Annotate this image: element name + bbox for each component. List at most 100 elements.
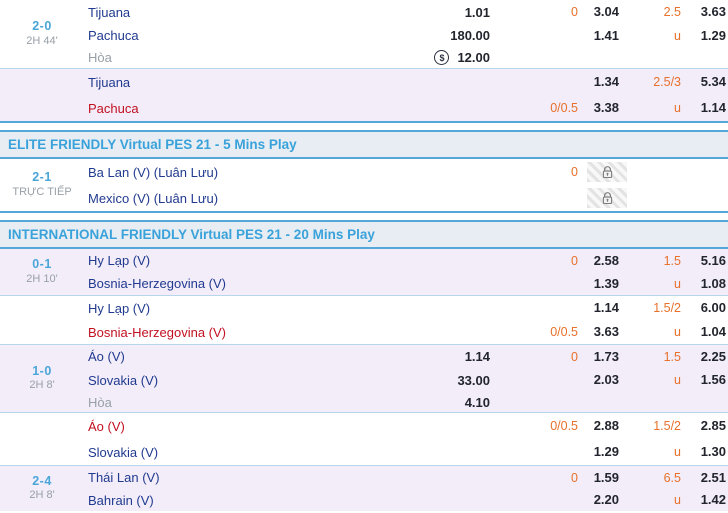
league-header[interactable]: ELITE FRIENDLY Virtual PES 21 - 5 Mins P…	[0, 130, 728, 159]
odds-1x2[interactable]: $12.00	[400, 50, 490, 65]
total-odds[interactable]: 1.14	[681, 99, 726, 117]
handicap-odds-value: 1.59	[593, 469, 619, 485]
total-odds-value: 3.63	[700, 4, 726, 19]
odds-1x2-value: 180.00	[450, 28, 490, 43]
total-line: u	[674, 373, 681, 387]
handicap-odds[interactable]: 2.03	[578, 371, 619, 389]
handicap-odds[interactable]: 1.39	[578, 275, 619, 293]
total-line: 1.5/2	[653, 301, 681, 315]
odds-row: Áo (V) 0/0.5 2.88 1.5/2 2.85	[0, 413, 728, 439]
total-odds[interactable]: 6.00	[681, 299, 726, 317]
handicap-odds-value: 1.29	[593, 444, 619, 459]
handicap-odds[interactable]: 1.59	[578, 469, 619, 487]
handicap-odds[interactable]: 2.88	[578, 417, 619, 435]
team-name: Pachuca	[88, 28, 139, 43]
match-block: Áo (V) 0/0.5 2.88 1.5/2 2.85 Slovakia (V) 1.29…	[0, 413, 728, 466]
handicap-odds-value: 3.38	[593, 100, 619, 115]
odds-1x2-value: 12.00	[457, 50, 490, 65]
odds-1x2[interactable]: 4.10	[400, 395, 490, 410]
odds-row: Hy Lạp (V) 1.14 1.5/2 6.00	[0, 296, 728, 320]
odds-row: Hòa $12.00	[0, 47, 728, 68]
handicap-line: 0	[571, 349, 578, 364]
handicap-odds-value: 2.88	[593, 418, 619, 433]
odds-1x2[interactable]: 1.14	[400, 349, 490, 364]
total-odds-value: 2.51	[700, 469, 726, 485]
odds-row: Pachuca 0/0.5 3.38 u 1.14	[0, 95, 728, 121]
team-name: Slovakia (V)	[88, 372, 159, 388]
team-name: Bosnia-Herzegovina (V)	[88, 324, 227, 340]
handicap-odds-value: 2.58	[593, 252, 619, 268]
odds-row: Bosnia-Herzegovina (V) 0/0.5 3.63 u 1.04	[0, 320, 728, 344]
handicap-odds[interactable]: 1.73	[578, 348, 619, 366]
handicap-line: 0/0.5	[550, 419, 578, 433]
handicap-odds[interactable]: 2.58	[578, 252, 619, 270]
total-odds[interactable]: 1.29	[681, 27, 726, 45]
locked-odds	[578, 188, 627, 208]
handicap-line: 0/0.5	[550, 325, 578, 339]
total-odds[interactable]: 3.63	[681, 3, 726, 21]
odds-1x2[interactable]: 33.00	[400, 373, 490, 388]
handicap-odds-value: 2.03	[593, 372, 619, 387]
total-odds[interactable]: 5.34	[681, 73, 726, 91]
total-odds-value: 1.30	[700, 444, 726, 459]
total-odds[interactable]: 1.08	[681, 275, 726, 293]
odds-row: Bahrain (V) 2.20 u 1.42	[0, 489, 728, 511]
total-odds[interactable]: 2.85	[681, 417, 726, 435]
total-odds[interactable]: 1.04	[681, 323, 726, 341]
odds-1x2-value: 1.01	[464, 4, 490, 20]
odds-1x2-value: 1.14	[464, 349, 490, 364]
locked-odds	[578, 162, 627, 182]
handicap-odds[interactable]: 1.14	[578, 299, 619, 317]
handicap-odds[interactable]: 1.41	[578, 27, 619, 45]
handicap-odds-value: 1.39	[593, 275, 619, 291]
handicap-line: 0/0.5	[550, 101, 578, 115]
odds-1x2[interactable]: 180.00	[400, 28, 490, 43]
odds-row: Bosnia-Herzegovina (V) 1.39 u 1.08	[0, 272, 728, 295]
total-line: 1.5/2	[653, 419, 681, 433]
handicap-odds[interactable]: 3.04	[578, 3, 619, 21]
league-header[interactable]: INTERNATIONAL FRIENDLY Virtual PES 21 - …	[0, 220, 728, 249]
handicap-odds[interactable]: 1.34	[578, 73, 619, 91]
match-block: Tijuana 1.01 0 3.04 2.5 3.63 Pachuca 180.00 1.41…	[0, 0, 728, 69]
handicap-odds[interactable]: 3.38	[578, 99, 619, 117]
total-odds[interactable]: 1.42	[681, 491, 726, 509]
lock-icon	[587, 188, 627, 208]
total-odds[interactable]: 2.51	[681, 469, 726, 487]
odds-row: Tijuana 1.01 0 3.04 2.5 3.63	[0, 0, 728, 24]
total-line: u	[674, 445, 681, 459]
handicap-odds-value: 1.14	[593, 300, 619, 315]
team-name: Áo (V)	[88, 418, 125, 434]
match-block: Ba Lan (V) (Luân Lưu) 0 Mexico (V) (Luân L…	[0, 159, 728, 213]
league-title: ELITE FRIENDLY Virtual PES 21 - 5 Mins P…	[8, 137, 297, 152]
total-odds-value: 1.42	[700, 492, 726, 507]
match-block: Tijuana 1.34 2.5/3 5.34 Pachuca 0/0.5 3.38 u 1.1…	[0, 69, 728, 123]
total-line: u	[674, 28, 681, 43]
team-name: Áo (V)	[88, 349, 125, 364]
odds-row: Áo (V) 1.14 0 1.73 1.5 2.25	[0, 345, 728, 368]
odds-row: Hy Lạp (V) 0 2.58 1.5 5.16	[0, 249, 728, 272]
handicap-odds[interactable]: 3.63	[578, 323, 619, 341]
total-line: 1.5	[663, 253, 681, 268]
odds-row: Hòa 4.10	[0, 392, 728, 412]
handicap-odds[interactable]: 1.29	[578, 443, 619, 461]
handicap-line: 0	[571, 165, 578, 179]
total-odds-value: 1.14	[700, 100, 726, 115]
total-odds-value: 1.29	[700, 27, 726, 43]
total-odds[interactable]: 2.25	[681, 348, 726, 366]
total-line: u	[674, 276, 681, 291]
odds-row: Slovakia (V) 1.29 u 1.30	[0, 439, 728, 465]
handicap-line: 0	[571, 5, 578, 19]
total-odds[interactable]: 1.30	[681, 443, 726, 461]
total-line: u	[674, 325, 681, 339]
team-name: Thái Lan (V)	[88, 470, 160, 485]
total-odds-value: 5.34	[700, 74, 726, 89]
handicap-line: 0	[571, 253, 578, 268]
total-odds-value: 2.25	[700, 348, 726, 364]
total-line: 2.5	[663, 5, 681, 19]
total-odds[interactable]: 5.16	[681, 252, 726, 270]
total-odds-value: 1.56	[700, 372, 726, 387]
handicap-odds[interactable]: 2.20	[578, 491, 619, 509]
odds-1x2[interactable]: 1.01	[400, 5, 490, 20]
total-odds[interactable]: 1.56	[681, 371, 726, 389]
